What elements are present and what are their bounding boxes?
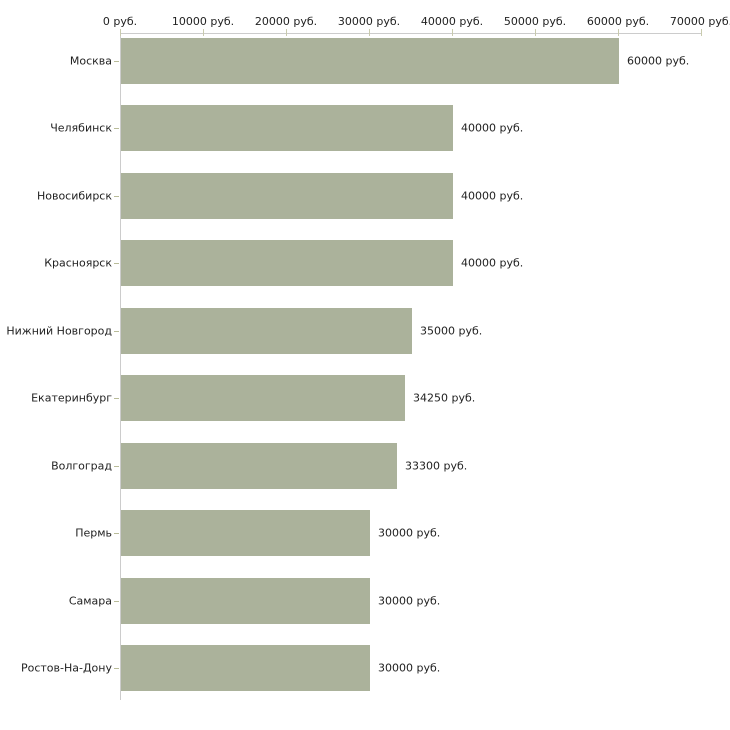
x-axis-tick-label: 60000 руб. [586, 15, 650, 28]
x-axis-tick-label: 70000 руб. [669, 15, 730, 28]
x-axis-tick-label: 0 руб. [102, 15, 138, 28]
value-label: 33300 руб. [405, 459, 468, 472]
x-axis-tick [203, 29, 204, 36]
x-axis-tick [369, 29, 370, 36]
x-axis-line [120, 33, 702, 34]
x-axis-tick [452, 29, 453, 36]
category-label: Нижний Новгород [6, 324, 112, 337]
category-label: Екатеринбург [31, 391, 112, 405]
x-axis-tick-label: 10000 руб. [171, 15, 235, 28]
value-label: 35000 руб. [420, 324, 483, 337]
category-tick [114, 533, 119, 534]
value-label: 30000 руб. [378, 661, 441, 675]
category-tick [114, 331, 119, 332]
category-tick [114, 601, 119, 602]
x-axis-tick [618, 29, 619, 36]
x-axis-tick [286, 29, 287, 36]
category-label: Волгоград [51, 459, 112, 472]
x-axis-tick-label: 30000 руб. [337, 15, 401, 28]
bar [121, 375, 405, 421]
value-label: 34250 руб. [413, 391, 476, 405]
category-tick [114, 61, 119, 62]
bar [121, 105, 453, 151]
value-label: 30000 руб. [378, 594, 441, 607]
bar [121, 577, 370, 624]
bar [121, 645, 370, 691]
category-tick [114, 466, 119, 467]
y-axis-line [120, 33, 121, 700]
x-axis-tick [120, 29, 121, 36]
x-axis-tick [535, 29, 536, 36]
category-tick [114, 263, 119, 264]
category-label: Красноярск [44, 256, 112, 270]
value-label: 60000 руб. [627, 54, 690, 67]
x-axis-tick [701, 29, 702, 36]
bar [121, 510, 370, 556]
value-label: 40000 руб. [461, 189, 524, 202]
category-label: Пермь [75, 526, 112, 540]
category-tick [114, 128, 119, 129]
x-axis-tick-label: 20000 руб. [254, 15, 318, 28]
category-label: Новосибирск [36, 189, 112, 202]
bar [121, 37, 619, 84]
bar [121, 240, 453, 286]
x-axis-tick-label: 40000 руб. [420, 15, 484, 28]
category-tick [114, 398, 119, 399]
bar [121, 442, 397, 489]
value-label: 30000 руб. [378, 526, 441, 540]
category-tick [114, 196, 119, 197]
category-label: Москва [69, 54, 112, 67]
bar [121, 172, 453, 219]
value-label: 40000 руб. [461, 256, 524, 270]
bar [121, 307, 412, 354]
category-label: Челябинск [50, 121, 112, 135]
category-label: Самара [68, 594, 112, 607]
category-tick [114, 668, 119, 669]
value-label: 40000 руб. [461, 121, 524, 135]
x-axis-tick-label: 50000 руб. [503, 15, 567, 28]
category-label: Ростов-На-Дону [20, 661, 112, 675]
